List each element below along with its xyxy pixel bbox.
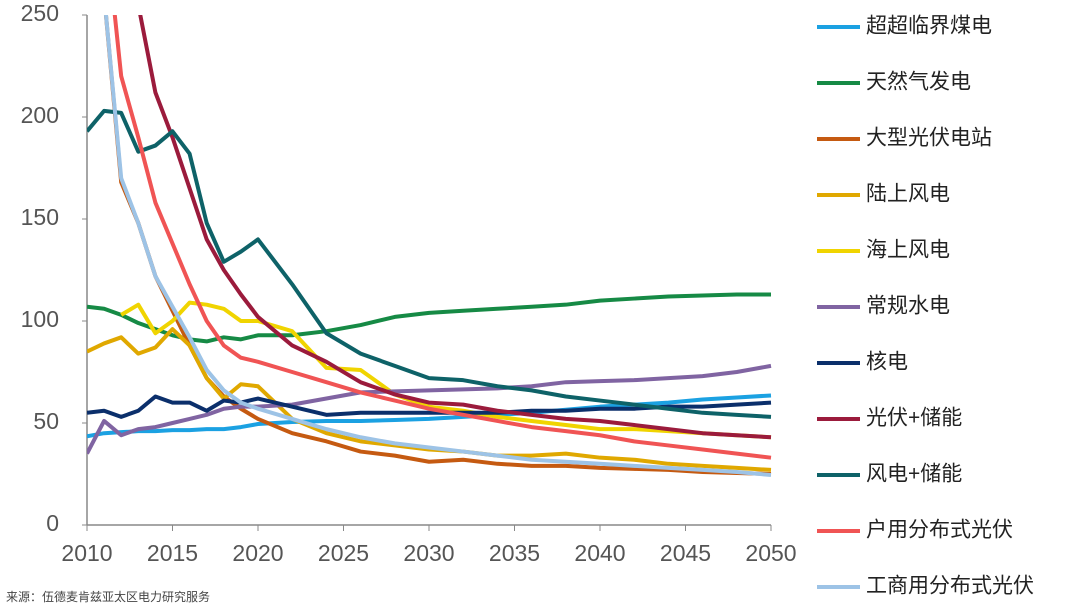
x-tick-label: 2040: [574, 540, 625, 566]
y-tick-label: 100: [21, 306, 59, 332]
series-line: [87, 108, 772, 419]
x-tick-label: 2015: [147, 540, 198, 566]
x-tick-label: 2050: [745, 540, 796, 566]
legend-label: 户用分布式光伏: [866, 519, 1013, 542]
source: 来源：伍德麦肯兹亚太区电力研究服务: [6, 589, 210, 604]
x-tick-label: 2045: [660, 540, 711, 566]
legend-label: 大型光伏电站: [866, 127, 992, 150]
x-tick-label: 2035: [489, 540, 540, 566]
series-line: [87, 363, 772, 455]
legend-label: 海上风电: [866, 239, 950, 262]
series-line: [103, 15, 772, 478]
plot-area: [87, 15, 772, 478]
legend-label: 超超临界煤电: [866, 15, 992, 38]
series-line: [112, 15, 772, 460]
y-tick-label: 200: [21, 102, 59, 128]
y-tick-label: 150: [21, 204, 59, 230]
legend-label: 常规水电: [866, 295, 950, 318]
y-tick-label: 0: [46, 510, 59, 536]
legend-label: 工商用分布式光伏: [866, 575, 1034, 598]
legend-label: 陆上风电: [866, 183, 950, 206]
legend-label: 风电+储能: [866, 463, 962, 486]
y-tick-label: 250: [21, 0, 59, 26]
x-tick-label: 2030: [403, 540, 454, 566]
y-tick-label: 50: [33, 408, 59, 434]
legend-label: 天然气发电: [866, 71, 971, 94]
series-line: [120, 300, 772, 440]
series-line: [87, 327, 772, 472]
series-line: [138, 15, 772, 440]
series-line: [87, 394, 772, 419]
x-tick-label: 2010: [61, 540, 112, 566]
legend-label: 核电: [866, 351, 908, 374]
x-tick-label: 2025: [318, 540, 369, 566]
legend-label: 光伏+储能: [866, 407, 962, 430]
x-tick-label: 2020: [232, 540, 283, 566]
